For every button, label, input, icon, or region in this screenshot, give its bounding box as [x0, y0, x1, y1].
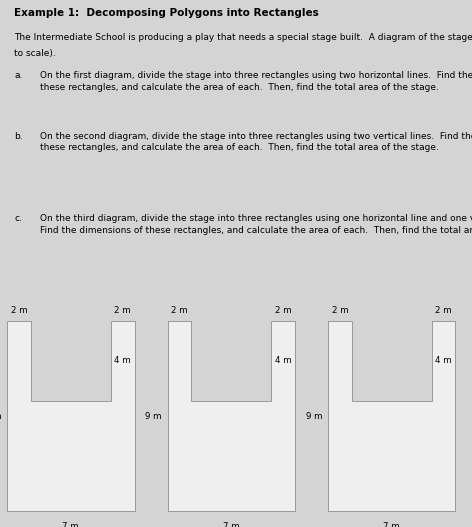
Text: 9 m: 9 m [145, 412, 162, 421]
Text: On the third diagram, divide the stage into three rectangles using one horizonta: On the third diagram, divide the stage i… [40, 214, 472, 235]
Text: 9 m: 9 m [0, 412, 1, 421]
Text: 7 m: 7 m [383, 522, 400, 527]
Text: 2 m: 2 m [171, 306, 188, 315]
Polygon shape [168, 321, 295, 511]
Polygon shape [7, 321, 135, 511]
Text: 2 m: 2 m [114, 306, 131, 315]
Text: b.: b. [14, 132, 23, 141]
Text: a.: a. [14, 71, 23, 80]
Text: On the second diagram, divide the stage into three rectangles using two vertical: On the second diagram, divide the stage … [40, 132, 472, 152]
Polygon shape [328, 321, 455, 511]
Text: The Intermediate School is producing a play that needs a special stage built.  A: The Intermediate School is producing a p… [14, 33, 472, 42]
Text: 2 m: 2 m [435, 306, 452, 315]
Text: c.: c. [14, 214, 22, 223]
Text: 7 m: 7 m [223, 522, 240, 527]
Text: 2 m: 2 m [331, 306, 348, 315]
Text: 9 m: 9 m [306, 412, 322, 421]
Text: 4 m: 4 m [435, 356, 452, 366]
Text: On the first diagram, divide the stage into three rectangles using two horizonta: On the first diagram, divide the stage i… [40, 71, 472, 92]
Text: 2 m: 2 m [10, 306, 27, 315]
Text: 7 m: 7 m [62, 522, 79, 527]
Text: 4 m: 4 m [114, 356, 131, 366]
Text: 4 m: 4 m [275, 356, 292, 366]
Text: 2 m: 2 m [275, 306, 292, 315]
Text: to scale).: to scale). [14, 50, 56, 58]
Text: Example 1:  Decomposing Polygons into Rectangles: Example 1: Decomposing Polygons into Rec… [14, 8, 319, 18]
